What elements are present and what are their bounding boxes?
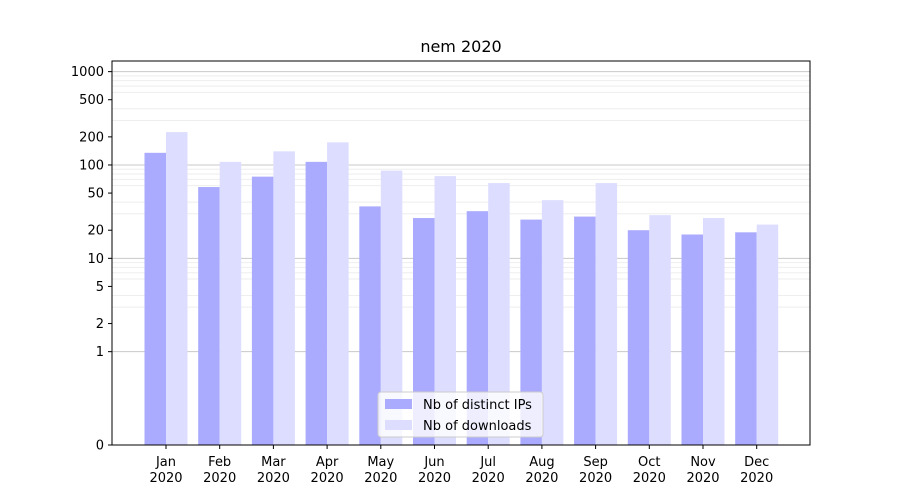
legend-swatch bbox=[385, 399, 412, 409]
bar-distinct-ips bbox=[735, 232, 757, 445]
bars-layer bbox=[144, 132, 779, 446]
x-tick-label: Aug 2020 bbox=[525, 455, 558, 486]
y-tick-label: 20 bbox=[87, 224, 104, 239]
x-tick-label: Nov 2020 bbox=[686, 455, 719, 486]
bar-downloads bbox=[327, 142, 349, 445]
bar-distinct-ips bbox=[520, 219, 542, 445]
x-tick-label: Jun 2020 bbox=[418, 455, 451, 486]
x-tick-label: Jan 2020 bbox=[149, 455, 182, 486]
legend-label: Nb of distinct IPs bbox=[423, 398, 532, 413]
x-tick-label: Jul 2020 bbox=[472, 455, 505, 486]
bar-downloads bbox=[756, 224, 779, 445]
legend-label: Nb of downloads bbox=[423, 419, 532, 434]
y-tick-label: 50 bbox=[87, 187, 104, 202]
axes-layer: 0 1 2 5 10 20 50 100 200 500 1000 Jan 2020 Feb 2020 Mar… bbox=[71, 60, 811, 486]
bar-distinct-ips bbox=[359, 206, 381, 445]
bar-distinct-ips bbox=[144, 152, 166, 445]
x-tick-label: Dec 2020 bbox=[740, 455, 773, 486]
bar-distinct-ips bbox=[466, 211, 489, 445]
x-tick-label: Apr 2020 bbox=[311, 455, 344, 486]
bar-distinct-ips bbox=[681, 234, 703, 445]
bar-downloads bbox=[273, 151, 295, 445]
bar-downloads bbox=[219, 161, 242, 446]
y-tick-label: 100 bbox=[79, 158, 104, 173]
y-tick-label: 200 bbox=[79, 130, 104, 145]
bar-distinct-ips bbox=[305, 161, 328, 446]
legend-box bbox=[377, 391, 544, 438]
x-tick-label: Feb 2020 bbox=[203, 455, 236, 486]
bar-downloads bbox=[703, 218, 725, 445]
x-tick-label: May 2020 bbox=[364, 455, 397, 486]
plot-frame bbox=[111, 60, 811, 446]
legend-swatch bbox=[385, 420, 412, 430]
bar-downloads bbox=[488, 183, 510, 446]
y-tick-label: 10 bbox=[87, 252, 104, 267]
bar-distinct-ips bbox=[627, 230, 650, 445]
x-tick-label: Sep 2020 bbox=[579, 455, 612, 486]
x-tick-label: Oct 2020 bbox=[633, 455, 666, 486]
bar-downloads bbox=[166, 132, 188, 446]
y-tick-label: 500 bbox=[79, 93, 104, 108]
bar-downloads bbox=[541, 200, 564, 445]
bar-downloads bbox=[595, 183, 618, 446]
bar-downloads bbox=[434, 176, 456, 445]
bar-distinct-ips bbox=[198, 187, 220, 445]
x-tick-label: Mar 2020 bbox=[257, 455, 290, 486]
y-tick-label: 0 bbox=[96, 439, 104, 454]
y-tick-label: 1000 bbox=[71, 65, 104, 80]
y-tick-label: 5 bbox=[96, 280, 104, 295]
y-tick-label: 2 bbox=[96, 317, 104, 332]
y-tick-label: 1 bbox=[96, 345, 104, 360]
legend: Nb of distinct IPs Nb of downloads bbox=[377, 391, 544, 438]
bar-downloads bbox=[380, 170, 403, 445]
bar-distinct-ips bbox=[251, 176, 274, 445]
bar-distinct-ips bbox=[413, 218, 435, 445]
bar-downloads bbox=[649, 215, 671, 445]
chart-title: nem 2020 bbox=[420, 37, 501, 56]
bar-distinct-ips bbox=[574, 216, 596, 445]
